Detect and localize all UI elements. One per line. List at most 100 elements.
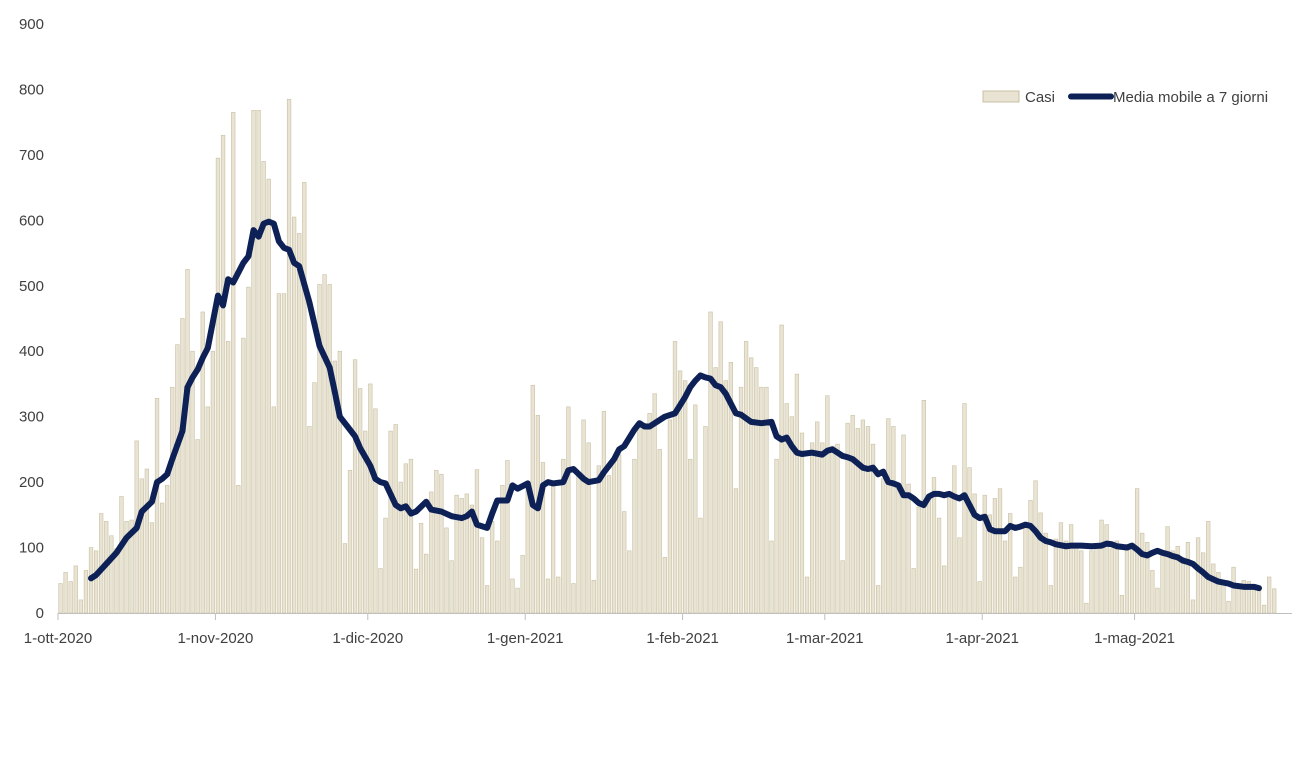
bar-casi	[190, 350, 195, 614]
bar-casi	[1028, 500, 1033, 614]
bar-casi	[992, 498, 998, 614]
bar-casi	[154, 398, 160, 614]
bar-casi	[236, 485, 241, 614]
bar-casi	[606, 475, 612, 614]
bar-casi	[830, 445, 835, 614]
bar-casi	[93, 550, 99, 614]
bar-casi	[901, 434, 906, 614]
legend: Casi Media mobile a 7 giorni	[982, 89, 1268, 106]
bar-casi	[109, 535, 114, 614]
x-tick-label: 1-feb-2021	[646, 630, 719, 647]
bar-casi	[769, 540, 774, 614]
bar-casi	[906, 483, 911, 614]
bar-casi	[210, 350, 216, 614]
bar-casi	[875, 585, 881, 614]
y-tick-label: 300	[19, 409, 44, 426]
bar-casi	[1119, 595, 1125, 614]
bar-casi	[525, 488, 530, 614]
bar-casi	[743, 341, 749, 614]
bar-casi	[622, 511, 627, 614]
bar-casi	[627, 550, 632, 614]
bar-casi	[703, 426, 708, 614]
bar-casi	[1190, 599, 1196, 614]
bar-casi	[642, 422, 647, 614]
bar-casi	[393, 424, 398, 614]
bar-casi	[977, 581, 982, 614]
y-tick-label: 900	[19, 16, 44, 33]
bar-casi	[454, 494, 459, 614]
bar-casi	[342, 543, 348, 614]
bar-casi	[947, 493, 952, 614]
bar-casi	[322, 274, 327, 614]
bar-casi	[911, 568, 916, 614]
bar-casi	[1002, 540, 1008, 614]
bar-casi	[83, 570, 89, 614]
x-tick-label: 1-mar-2021	[786, 630, 864, 647]
bar-casi	[195, 439, 200, 614]
bar-casi	[58, 583, 63, 614]
bar-casi	[779, 324, 784, 614]
bar-casi	[215, 157, 221, 614]
bar-casi	[1104, 524, 1109, 614]
bar-casi	[723, 380, 728, 614]
bar-casi	[693, 404, 698, 614]
line-series-media-mobile	[88, 218, 1262, 592]
bar-casi	[139, 478, 144, 614]
bar-casi	[1170, 550, 1175, 614]
bar-casi	[825, 395, 830, 614]
x-tick-label: 1-ott-2020	[24, 630, 92, 647]
bar-casi	[962, 403, 967, 614]
x-tick-label: 1-dic-2020	[332, 630, 403, 647]
bar-casi	[337, 350, 342, 614]
bar-casi	[63, 572, 68, 614]
bar-casi	[266, 178, 271, 614]
bar-casi	[566, 406, 571, 614]
bar-casi	[1013, 576, 1018, 614]
bar-casi	[398, 481, 403, 614]
bar-casi	[281, 293, 287, 614]
bar-casi	[804, 576, 810, 614]
bar-casi	[891, 426, 896, 614]
bar-casi	[1267, 576, 1272, 614]
bar-casi	[997, 488, 1003, 614]
bar-casi	[1089, 550, 1094, 614]
bar-casi	[1221, 583, 1226, 614]
bar-casi	[936, 517, 942, 614]
y-tick-label: 600	[19, 212, 44, 229]
bar-casi	[850, 415, 855, 614]
bar-casi	[1160, 553, 1165, 614]
bar-casi	[1018, 566, 1023, 614]
bar-casi	[312, 382, 317, 614]
y-tick-label: 500	[19, 278, 44, 295]
bar-casi	[500, 485, 505, 614]
bar-casi	[967, 467, 972, 614]
bar-casi	[617, 454, 622, 614]
bar-casi	[1114, 540, 1119, 614]
x-tick-label: 1-mag-2021	[1094, 630, 1175, 647]
bar-casi	[292, 216, 297, 614]
bar-casi	[926, 498, 932, 614]
bar-casi	[286, 98, 292, 614]
x-tick-label: 1-nov-2020	[177, 630, 253, 647]
bar-casi	[479, 537, 485, 614]
bar-casi	[942, 565, 947, 614]
bar-casi	[388, 430, 393, 614]
bar-casi	[378, 568, 383, 614]
x-tick-label: 1-apr-2021	[946, 630, 1019, 647]
bar-casi	[1180, 557, 1185, 614]
bar-casi	[276, 293, 282, 614]
bar-casi	[515, 587, 520, 614]
bar-casi	[982, 494, 987, 614]
y-tick-label: 400	[19, 343, 44, 360]
bar-casi	[256, 110, 261, 614]
bar-casi	[271, 406, 276, 614]
bar-casi	[170, 386, 175, 614]
bar-casi	[916, 506, 921, 614]
bar-casi	[535, 415, 541, 614]
bar-casi	[1272, 588, 1277, 614]
bar-casi	[490, 521, 495, 614]
bar-casi	[1099, 519, 1104, 614]
bar-casi	[413, 568, 419, 614]
